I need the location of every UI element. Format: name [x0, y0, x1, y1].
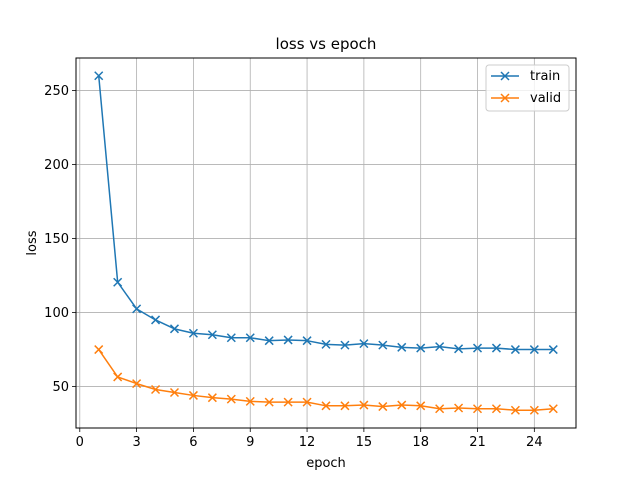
- series-layer: [94, 71, 558, 415]
- data-point-train: [359, 339, 369, 349]
- data-point-valid: [491, 404, 501, 414]
- data-point-train: [378, 340, 388, 350]
- y-tick-label: 250: [44, 84, 69, 99]
- x-ticks: 0 3 6 9 12 15 18 21 24: [76, 428, 543, 450]
- x-tick-label: 18: [412, 435, 429, 450]
- data-point-valid: [435, 404, 445, 414]
- data-point-train: [94, 71, 104, 81]
- data-point-train: [169, 324, 180, 334]
- data-point-valid: [548, 404, 558, 414]
- legend: train valid: [485, 64, 570, 112]
- x-tick-label: 0: [76, 435, 84, 450]
- axes-frame: [75, 57, 577, 429]
- data-point-valid: [416, 401, 426, 411]
- y-ticks: 50 100 150 200 250: [44, 84, 76, 395]
- data-point-valid: [454, 403, 464, 413]
- x-tick-label: 9: [246, 435, 254, 450]
- data-point-valid: [94, 345, 104, 355]
- data-point-valid: [397, 400, 407, 410]
- y-tick-label: 200: [44, 158, 69, 173]
- data-point-valid: [359, 400, 369, 410]
- legend-label-train: train: [530, 69, 560, 84]
- data-point-valid: [264, 397, 274, 407]
- x-tick-label: 6: [189, 435, 197, 450]
- data-point-train: [245, 333, 255, 343]
- data-point-train: [340, 340, 350, 350]
- data-point-train: [435, 342, 445, 352]
- y-tick-label: 50: [52, 380, 69, 395]
- legend-marker-train: [500, 71, 510, 81]
- data-point-valid: [245, 396, 255, 406]
- data-point-valid: [151, 384, 161, 395]
- data-point-train: [491, 343, 501, 353]
- legend-marker-valid: [500, 93, 510, 103]
- data-point-valid: [321, 401, 331, 411]
- data-point-train: [321, 339, 331, 349]
- data-point-train: [132, 304, 142, 314]
- x-tick-label: 12: [299, 435, 316, 450]
- data-point-valid: [169, 387, 180, 398]
- data-point-train: [397, 342, 407, 352]
- data-point-valid: [188, 390, 198, 400]
- data-point-train: [416, 343, 426, 353]
- data-point-train: [302, 336, 312, 346]
- data-point-train: [283, 335, 293, 345]
- data-point-train: [207, 330, 217, 340]
- data-point-valid: [132, 379, 142, 389]
- data-point-valid: [472, 404, 483, 414]
- data-point-valid: [510, 405, 520, 415]
- y-axis-label: loss: [25, 230, 40, 255]
- data-point-train: [226, 333, 236, 343]
- data-point-valid: [340, 401, 350, 411]
- data-point-valid: [283, 397, 293, 407]
- data-point-valid: [113, 372, 123, 382]
- data-point-valid: [529, 405, 539, 415]
- legend-label-valid: valid: [530, 91, 561, 106]
- data-point-valid: [207, 393, 217, 403]
- y-tick-label: 100: [44, 306, 69, 321]
- y-tick-label: 150: [44, 232, 69, 247]
- x-axis-label: epoch: [306, 456, 346, 471]
- x-tick-label: 15: [356, 435, 373, 450]
- data-point-train: [529, 345, 539, 355]
- data-point-train: [510, 345, 520, 355]
- data-point-train: [188, 328, 198, 338]
- data-point-train: [113, 277, 123, 287]
- data-point-valid: [226, 394, 236, 404]
- x-tick-label: 21: [469, 435, 486, 450]
- chart-title: loss vs epoch: [276, 35, 377, 53]
- data-point-train: [548, 345, 558, 355]
- data-point-valid: [302, 397, 312, 407]
- data-point-train: [454, 344, 464, 354]
- x-tick-label: 3: [132, 435, 140, 450]
- x-tick-label: 24: [526, 435, 543, 450]
- grid: [76, 58, 576, 428]
- data-point-train: [264, 336, 274, 346]
- data-point-train: [151, 315, 161, 325]
- data-point-train: [472, 343, 483, 353]
- data-point-valid: [378, 402, 388, 412]
